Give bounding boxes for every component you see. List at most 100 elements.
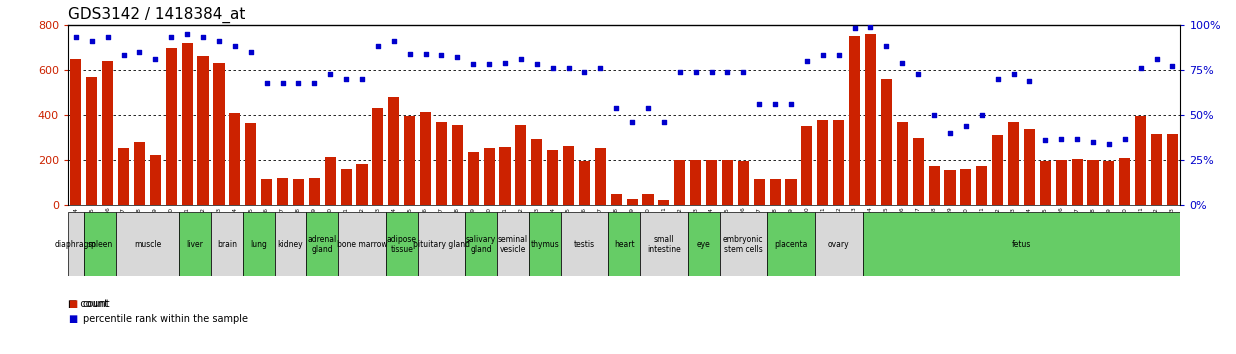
Text: diaphragm: diaphragm bbox=[54, 240, 96, 249]
Point bbox=[925, 112, 944, 118]
Bar bbox=[690, 160, 701, 205]
Text: adipose
tissue: adipose tissue bbox=[387, 235, 417, 253]
Text: ■: ■ bbox=[68, 314, 77, 324]
Bar bbox=[103, 61, 114, 205]
Bar bbox=[515, 125, 527, 205]
Bar bbox=[722, 160, 733, 205]
Bar bbox=[865, 34, 876, 205]
Point bbox=[368, 44, 388, 49]
Point bbox=[702, 69, 722, 75]
Point bbox=[543, 65, 562, 71]
Bar bbox=[928, 166, 939, 205]
Point bbox=[765, 101, 785, 107]
Point bbox=[908, 71, 928, 76]
Point bbox=[1067, 136, 1086, 141]
Bar bbox=[245, 123, 256, 205]
Bar bbox=[754, 179, 765, 205]
Point bbox=[225, 44, 245, 49]
Point bbox=[336, 76, 356, 82]
Text: brain: brain bbox=[216, 240, 237, 249]
Point bbox=[82, 38, 101, 44]
Point bbox=[955, 123, 975, 129]
Bar bbox=[912, 138, 923, 205]
Bar bbox=[675, 160, 685, 205]
Bar bbox=[706, 160, 717, 205]
Point bbox=[146, 56, 166, 62]
Point bbox=[670, 69, 690, 75]
Bar bbox=[1023, 129, 1035, 205]
Bar bbox=[608, 212, 640, 276]
Bar bbox=[293, 179, 304, 205]
Point bbox=[654, 119, 674, 125]
Point bbox=[384, 38, 404, 44]
Bar bbox=[68, 212, 84, 276]
Bar bbox=[451, 125, 462, 205]
Point bbox=[781, 101, 801, 107]
Bar bbox=[643, 194, 654, 205]
Point bbox=[114, 53, 133, 58]
Bar bbox=[548, 150, 559, 205]
Bar bbox=[529, 212, 561, 276]
Bar bbox=[418, 212, 465, 276]
Point bbox=[66, 35, 85, 40]
Point bbox=[892, 60, 912, 65]
Text: eye: eye bbox=[697, 240, 711, 249]
Bar bbox=[214, 63, 225, 205]
Point bbox=[1115, 136, 1135, 141]
Bar bbox=[786, 179, 796, 205]
Bar bbox=[738, 161, 749, 205]
Text: placenta: placenta bbox=[774, 240, 808, 249]
Bar bbox=[578, 161, 590, 205]
Point bbox=[241, 49, 261, 55]
Bar bbox=[325, 157, 336, 205]
Point bbox=[1052, 136, 1072, 141]
Bar bbox=[84, 212, 116, 276]
Bar bbox=[242, 212, 274, 276]
Point bbox=[1036, 137, 1056, 143]
Bar bbox=[531, 139, 543, 205]
Point bbox=[876, 44, 896, 49]
Text: pituitary gland: pituitary gland bbox=[413, 240, 470, 249]
Point bbox=[130, 49, 150, 55]
Point bbox=[988, 76, 1007, 82]
Point bbox=[98, 35, 117, 40]
Point bbox=[718, 69, 738, 75]
Bar bbox=[562, 145, 574, 205]
Bar bbox=[719, 212, 768, 276]
Text: ovary: ovary bbox=[828, 240, 849, 249]
Bar bbox=[1151, 134, 1162, 205]
Bar bbox=[356, 164, 367, 205]
Bar bbox=[770, 179, 781, 205]
Bar bbox=[261, 179, 272, 205]
Text: spleen: spleen bbox=[87, 240, 112, 249]
Bar bbox=[166, 48, 177, 205]
Point bbox=[686, 69, 706, 75]
Text: ■ count: ■ count bbox=[68, 299, 108, 309]
Point bbox=[1004, 71, 1023, 76]
Text: small
intestine: small intestine bbox=[646, 235, 681, 253]
Bar bbox=[179, 212, 211, 276]
Point bbox=[813, 53, 833, 58]
Bar bbox=[372, 108, 383, 205]
Bar bbox=[87, 77, 98, 205]
Point bbox=[1163, 63, 1183, 69]
Bar bbox=[404, 116, 415, 205]
Bar bbox=[436, 122, 447, 205]
Bar bbox=[815, 212, 863, 276]
Text: muscle: muscle bbox=[133, 240, 161, 249]
Bar bbox=[198, 56, 209, 205]
Text: percentile rank within the sample: percentile rank within the sample bbox=[83, 314, 247, 324]
Point bbox=[273, 80, 293, 85]
Bar bbox=[960, 169, 971, 205]
Point bbox=[829, 53, 849, 58]
Bar bbox=[849, 36, 860, 205]
Bar bbox=[881, 79, 892, 205]
Bar bbox=[420, 112, 431, 205]
Bar bbox=[659, 200, 670, 205]
Bar bbox=[150, 155, 161, 205]
Text: salivary
gland: salivary gland bbox=[466, 235, 497, 253]
Point bbox=[177, 31, 197, 37]
Point bbox=[464, 62, 483, 67]
Text: liver: liver bbox=[187, 240, 204, 249]
Bar bbox=[640, 212, 687, 276]
